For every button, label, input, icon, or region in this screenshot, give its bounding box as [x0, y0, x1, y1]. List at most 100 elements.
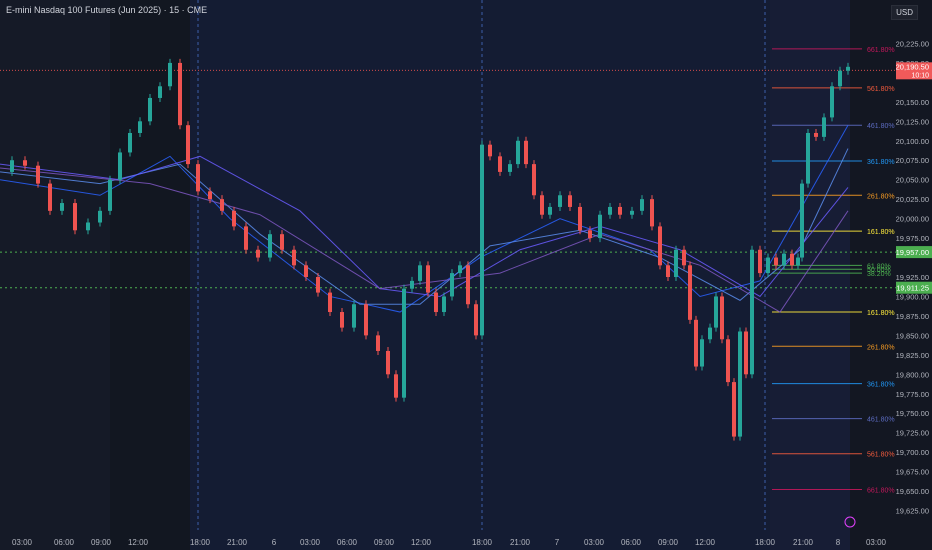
y-tick-label: 19,875.00: [896, 312, 929, 321]
candle-body: [766, 257, 770, 274]
candle-body: [426, 265, 430, 293]
candle-body: [304, 265, 308, 277]
y-tick-label: 20,050.00: [896, 176, 929, 185]
candle-body: [750, 249, 754, 375]
candle-body: [208, 191, 212, 200]
fib-level-label: 261.80%: [867, 193, 895, 200]
candle-body: [434, 292, 438, 313]
x-tick-label: 03:00: [584, 538, 605, 547]
candle-body: [720, 296, 724, 340]
candle-body: [458, 265, 462, 274]
candle-body: [744, 331, 748, 375]
y-tick-label: 20,225.00: [896, 39, 929, 48]
x-tick-label: 18:00: [472, 538, 493, 547]
candle-body: [568, 195, 572, 207]
fib-level-label: 50.00%: [867, 267, 891, 274]
candle-body: [846, 66, 850, 71]
fib-level-label: 561.80%: [867, 86, 895, 93]
candle-body: [418, 265, 422, 281]
candle-body: [796, 257, 800, 266]
candle-body: [688, 265, 692, 320]
x-tick-label: 21:00: [510, 538, 531, 547]
y-tick-label: 19,900.00: [896, 292, 929, 301]
fib-level-label: 561.80%: [867, 452, 895, 459]
candle-body: [700, 339, 704, 367]
currency-button[interactable]: USD: [891, 5, 918, 20]
y-tick-label: 19,850.00: [896, 331, 929, 340]
session-band: [0, 0, 110, 550]
price-axis: [896, 0, 932, 550]
x-tick-label: 03:00: [300, 538, 321, 547]
candle-body: [98, 210, 102, 223]
candle-body: [488, 144, 492, 157]
x-tick-label: 18:00: [755, 538, 776, 547]
fib-level-label: 361.80%: [867, 382, 895, 389]
x-tick-label: 18:00: [190, 538, 211, 547]
x-tick-label: 12:00: [128, 538, 149, 547]
candle-body: [830, 86, 834, 118]
candle-body: [328, 292, 332, 313]
price-level-label: 19,911.25: [896, 284, 929, 293]
moving-average-line: [0, 155, 849, 298]
candle-body: [474, 304, 478, 336]
fib-level-label: 261.80%: [867, 344, 895, 351]
x-tick-label: 09:00: [91, 538, 112, 547]
candle-body: [558, 195, 562, 207]
candle-body: [118, 152, 122, 180]
fib-level-label: 161.80%: [867, 229, 895, 236]
candle-body: [666, 265, 670, 277]
candle-body: [682, 249, 686, 266]
candle-body: [598, 214, 602, 239]
fib-level-label: 461.80%: [867, 417, 895, 424]
candle-body: [588, 230, 592, 239]
candle-body: [608, 206, 612, 215]
candle-body: [630, 210, 634, 215]
x-tick-label: 03:00: [12, 538, 33, 547]
candle-body: [442, 296, 446, 313]
y-tick-label: 19,775.00: [896, 390, 929, 399]
candle-body: [640, 199, 644, 211]
candle-body: [714, 296, 718, 328]
candle-body: [774, 257, 778, 266]
y-tick-label: 19,750.00: [896, 409, 929, 418]
fib-level-label: 38.20%: [867, 271, 891, 278]
price-level-label: 19,957.00: [896, 248, 929, 257]
x-tick-label: 03:00: [866, 538, 887, 547]
moving-average-line: [0, 124, 849, 313]
candle-body: [178, 62, 182, 126]
x-tick-label: 21:00: [793, 538, 814, 547]
candle-body: [674, 249, 678, 277]
y-tick-label: 19,925.00: [896, 273, 929, 282]
candle-body: [402, 288, 406, 398]
x-tick-label: 09:00: [374, 538, 395, 547]
y-tick-label: 20,125.00: [896, 117, 929, 126]
x-tick-label: 06:00: [621, 538, 642, 547]
lightning-icon: [844, 516, 856, 528]
candle-body: [138, 121, 142, 133]
candle-body: [498, 156, 502, 172]
candle-body: [352, 304, 356, 328]
candle-body: [694, 319, 698, 367]
candle-body: [480, 144, 484, 336]
x-tick-label: 12:00: [695, 538, 716, 547]
candle-body: [376, 335, 380, 351]
session-band: [480, 0, 770, 550]
candle-body: [758, 249, 762, 274]
candle-body: [268, 234, 272, 258]
candle-body: [838, 70, 842, 87]
last-price-label: 20,190.50: [896, 62, 929, 71]
candle-body: [244, 226, 248, 250]
y-tick-label: 20,150.00: [896, 98, 929, 107]
candle-body: [708, 327, 712, 340]
candle-body: [340, 312, 344, 328]
candle-body: [73, 203, 77, 231]
candle-body: [800, 183, 804, 258]
candle-body: [822, 117, 826, 137]
candle-body: [394, 374, 398, 398]
candle-body: [128, 132, 132, 153]
x-tick-label: 09:00: [658, 538, 679, 547]
y-tick-label: 20,075.00: [896, 156, 929, 165]
candle-body: [386, 350, 390, 375]
